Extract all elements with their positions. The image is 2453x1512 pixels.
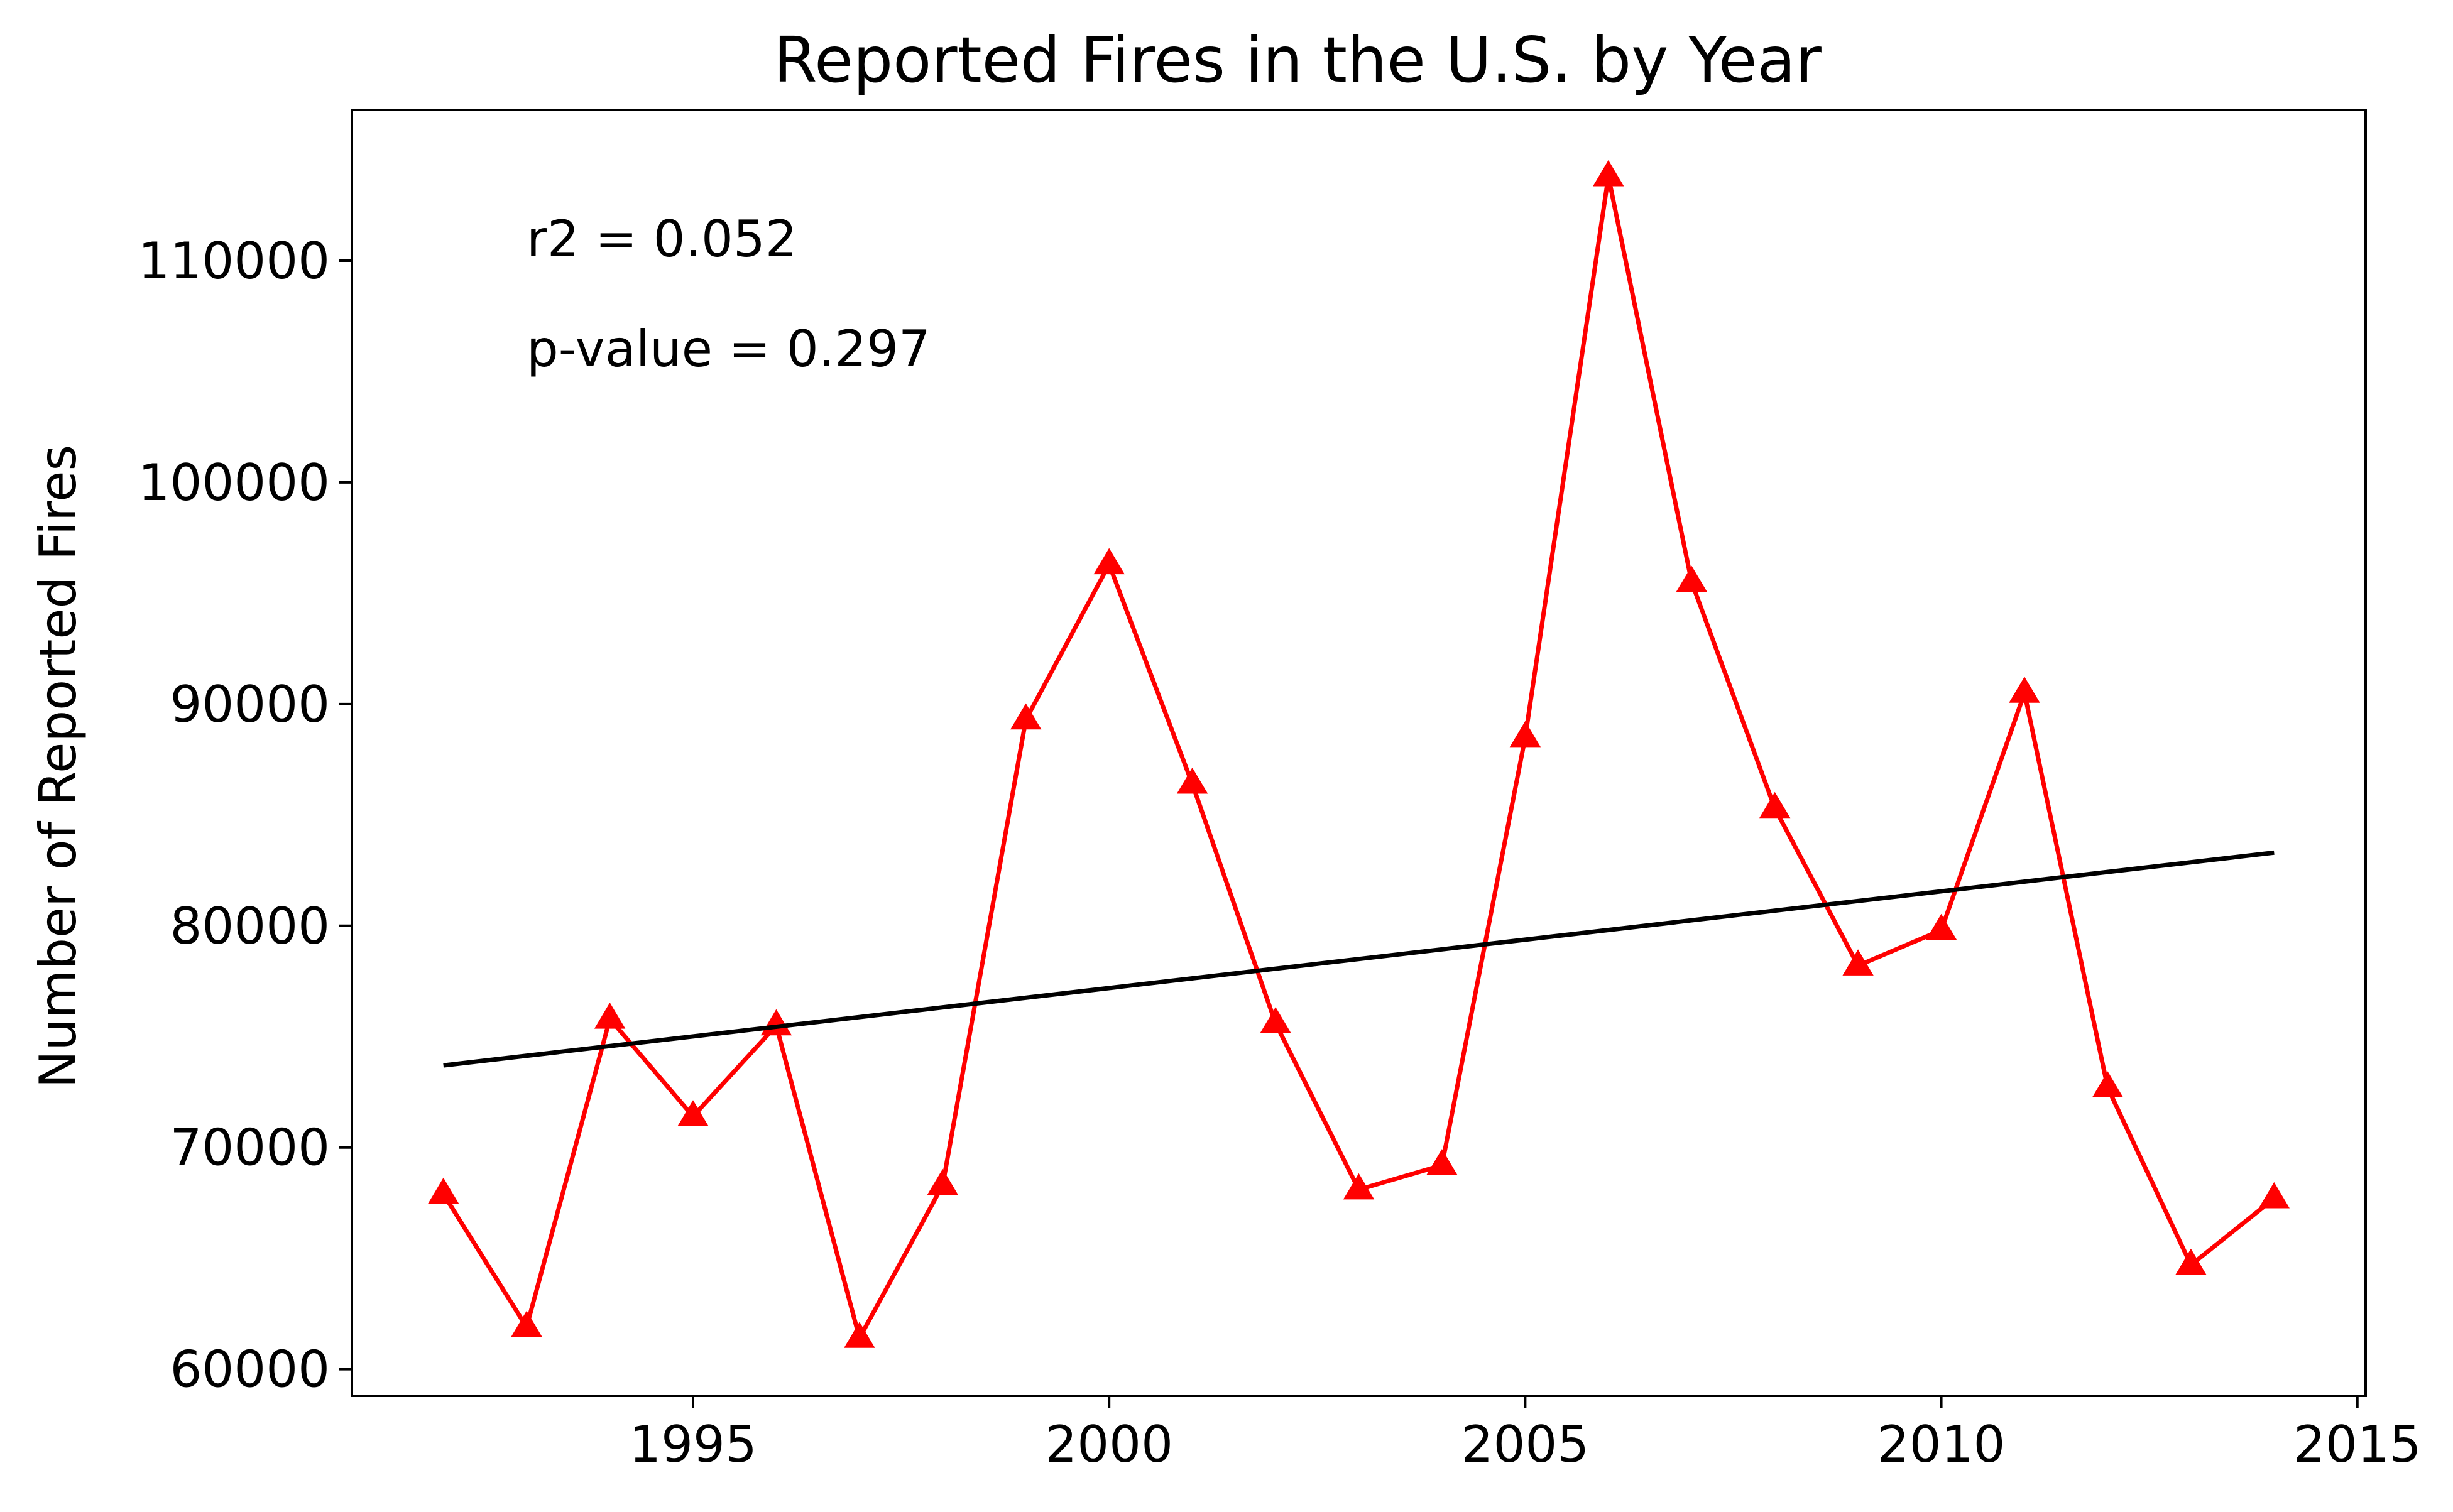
x-tick-label: 2010: [1877, 1415, 2006, 1474]
data-point-marker: [1509, 721, 1541, 748]
r2-annotation: r2 = 0.052: [527, 210, 797, 268]
y-tick-label: 80000: [170, 897, 331, 955]
data-point-marker: [2009, 677, 2040, 703]
trend-line: [443, 850, 2275, 1068]
data-point-marker: [844, 1322, 875, 1348]
data-point-marker: [1093, 548, 1125, 575]
data-point-marker: [1426, 1149, 1458, 1175]
chart-title: Reported Fires in the U.S. by Year: [773, 23, 1822, 97]
data-point-marker: [2258, 1182, 2290, 1209]
data-point-marker: [2092, 1071, 2124, 1097]
y-tick-label: 100000: [138, 454, 330, 512]
x-tick-label: 1995: [629, 1415, 757, 1474]
data-point-marker: [511, 1310, 542, 1337]
y-tick-label: 70000: [170, 1119, 331, 1177]
y-tick-label: 110000: [138, 232, 330, 290]
data-point-marker: [1759, 791, 1791, 819]
data-point-marker: [1343, 1173, 1375, 1200]
data-point-marker: [1842, 949, 1874, 976]
x-tick-label: 2015: [2293, 1415, 2422, 1474]
data-point-marker: [594, 1003, 626, 1029]
data-point-marker: [428, 1177, 459, 1204]
plot-frame: [351, 109, 2367, 1397]
data-point-marker: [1010, 703, 1042, 730]
y-tick-label: 60000: [170, 1341, 331, 1399]
data-point-marker: [1676, 565, 1707, 592]
data-point-marker: [677, 1100, 709, 1126]
x-tick-label: 2000: [1045, 1415, 1173, 1474]
x-tick-label: 2005: [1461, 1415, 1590, 1474]
p-value-annotation: p-value = 0.297: [527, 320, 931, 378]
y-axis-label: Number of Reported Fires: [29, 445, 87, 1088]
data-point-marker: [927, 1168, 958, 1195]
data-point-marker: [1176, 767, 1208, 794]
y-tick-label: 90000: [170, 675, 331, 734]
data-point-marker: [2175, 1248, 2207, 1275]
data-point-marker: [1925, 913, 1957, 940]
data-point-marker: [1260, 1007, 1291, 1033]
data-point-marker: [1593, 160, 1624, 187]
